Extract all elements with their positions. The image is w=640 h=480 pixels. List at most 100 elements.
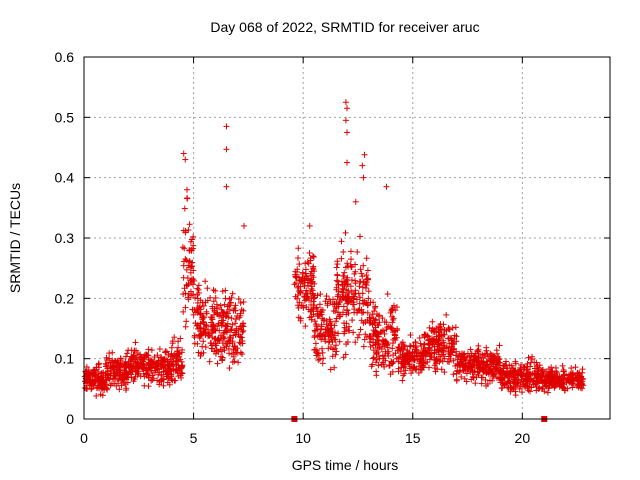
- data-point: [342, 229, 349, 236]
- data-point: [210, 298, 217, 305]
- data-point: [104, 386, 111, 393]
- data-point: [416, 334, 423, 341]
- data-point: [428, 350, 435, 357]
- data-point: [357, 326, 364, 333]
- data-point: [345, 299, 352, 306]
- data-point: [490, 352, 497, 359]
- data-point: [344, 281, 351, 288]
- data-point: [303, 287, 310, 294]
- data-point: [201, 321, 208, 328]
- data-point: [237, 299, 244, 306]
- data-point: [292, 273, 299, 280]
- data-point: [486, 363, 493, 370]
- data-point: [341, 324, 348, 331]
- data-point: [114, 369, 121, 376]
- data-point: [334, 293, 341, 300]
- data-point: [303, 272, 310, 279]
- data-point: [389, 345, 396, 352]
- data-point: [459, 367, 466, 374]
- data-point: [298, 302, 305, 309]
- data-point: [421, 360, 428, 367]
- data-point: [194, 340, 201, 347]
- data-point: [370, 354, 377, 361]
- data-point: [504, 384, 511, 391]
- data-point: [342, 99, 349, 106]
- data-point: [295, 245, 302, 252]
- data-point: [239, 351, 246, 358]
- data-point: [332, 318, 339, 325]
- data-point: [103, 385, 110, 392]
- data-point: [204, 285, 211, 292]
- data-point: [212, 287, 219, 294]
- data-point: [187, 238, 194, 245]
- data-point: [111, 357, 118, 364]
- data-point: [344, 159, 350, 166]
- data-point: [202, 299, 209, 306]
- data-point: [203, 310, 210, 317]
- data-point: [410, 363, 417, 370]
- data-point: [205, 333, 212, 340]
- data-point: [379, 337, 386, 344]
- data-point: [310, 298, 317, 305]
- data-point: [212, 327, 219, 334]
- data-point: [533, 383, 540, 390]
- data-point: [539, 368, 546, 375]
- data-point: [374, 345, 381, 352]
- data-point: [356, 331, 363, 338]
- data-point: [191, 332, 198, 339]
- data-point: [362, 280, 369, 287]
- data-point: [390, 336, 397, 343]
- data-point: [200, 313, 207, 320]
- data-point: [541, 388, 548, 395]
- data-point: [326, 329, 333, 336]
- data-point: [233, 349, 240, 356]
- data-point: [190, 311, 197, 318]
- data-point: [145, 346, 152, 353]
- data-point: [370, 347, 377, 354]
- data-point: [311, 280, 318, 287]
- data-point: [318, 336, 325, 343]
- data-point: [108, 365, 115, 372]
- data-point: [301, 297, 308, 304]
- data-point: [333, 277, 340, 284]
- data-point: [338, 255, 345, 262]
- data-point: [430, 335, 437, 342]
- data-point: [318, 309, 325, 316]
- data-point: [186, 221, 193, 228]
- data-point: [352, 261, 359, 268]
- data-point: [373, 359, 380, 366]
- x-tick-label: 10: [295, 430, 311, 446]
- data-point: [345, 310, 352, 317]
- data-point: [357, 266, 364, 273]
- data-point: [426, 356, 433, 363]
- data-point: [160, 382, 167, 389]
- data-point: [129, 367, 136, 374]
- data-point: [175, 344, 182, 351]
- data-point: [498, 368, 505, 375]
- data-point: [313, 305, 320, 312]
- data-point: [501, 381, 508, 388]
- data-point: [104, 356, 111, 363]
- data-point: [476, 360, 483, 367]
- data-point: [436, 351, 443, 358]
- data-point: [215, 336, 222, 343]
- data-point: [103, 377, 110, 384]
- data-point: [208, 345, 215, 352]
- data-point: [85, 375, 92, 382]
- data-point: [313, 304, 320, 311]
- data-point: [105, 374, 112, 381]
- data-point: [320, 355, 327, 362]
- data-point: [320, 331, 327, 338]
- data-point: [345, 327, 352, 334]
- data-point: [124, 350, 131, 357]
- data-point: [309, 265, 316, 272]
- data-point: [92, 377, 99, 384]
- data-point: [560, 368, 567, 375]
- data-point: [409, 352, 416, 359]
- data-point: [408, 370, 415, 377]
- data-point: [175, 353, 182, 360]
- data-point: [401, 353, 408, 360]
- data-point: [521, 383, 528, 390]
- data-point: [512, 368, 519, 375]
- data-point: [567, 377, 574, 384]
